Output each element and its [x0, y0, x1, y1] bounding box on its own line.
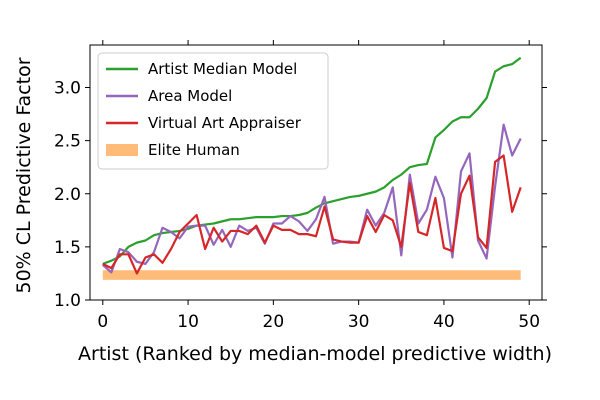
y-tick-label: 1.5 [54, 238, 81, 258]
legend-label: Elite Human [148, 141, 240, 159]
legend-label: Artist Median Model [148, 60, 297, 78]
legend-label: Virtual Art Appraiser [148, 114, 302, 132]
y-tick-label: 3.0 [54, 79, 81, 99]
series-line-virtual-art-appraiser [102, 154, 522, 275]
x-tick-label: 30 [348, 312, 370, 332]
legend: Artist Median Model Area Model Virtual Art… [97, 52, 329, 170]
legend-box [97, 52, 329, 170]
y-tick-label: 1.0 [54, 291, 81, 311]
y-axis-ticks: 1.0 1.5 2.0 2.5 3.0 [54, 79, 547, 311]
elite-human-band [102, 270, 521, 280]
x-tick-label: 10 [177, 312, 199, 332]
x-axis-ticks: 0 10 20 30 40 50 [97, 40, 540, 332]
y-axis-label: 50% CL Predictive Factor [13, 57, 35, 293]
elite-human-band-layer [102, 270, 521, 280]
y-tick-label: 2.5 [54, 132, 81, 152]
x-tick-label: 20 [263, 312, 285, 332]
y-tick-label: 2.0 [54, 185, 81, 205]
series-layer [102, 56, 522, 275]
legend-label: Area Model [148, 87, 232, 105]
legend-swatch [106, 144, 138, 156]
x-tick-label: 50 [518, 312, 540, 332]
series-line-area-model [102, 123, 522, 274]
plot-area-frame [89, 44, 543, 301]
x-tick-label: 40 [433, 312, 455, 332]
x-tick-label: 0 [97, 312, 108, 332]
x-axis-label: Artist (Ranked by median-model predictiv… [78, 343, 552, 365]
